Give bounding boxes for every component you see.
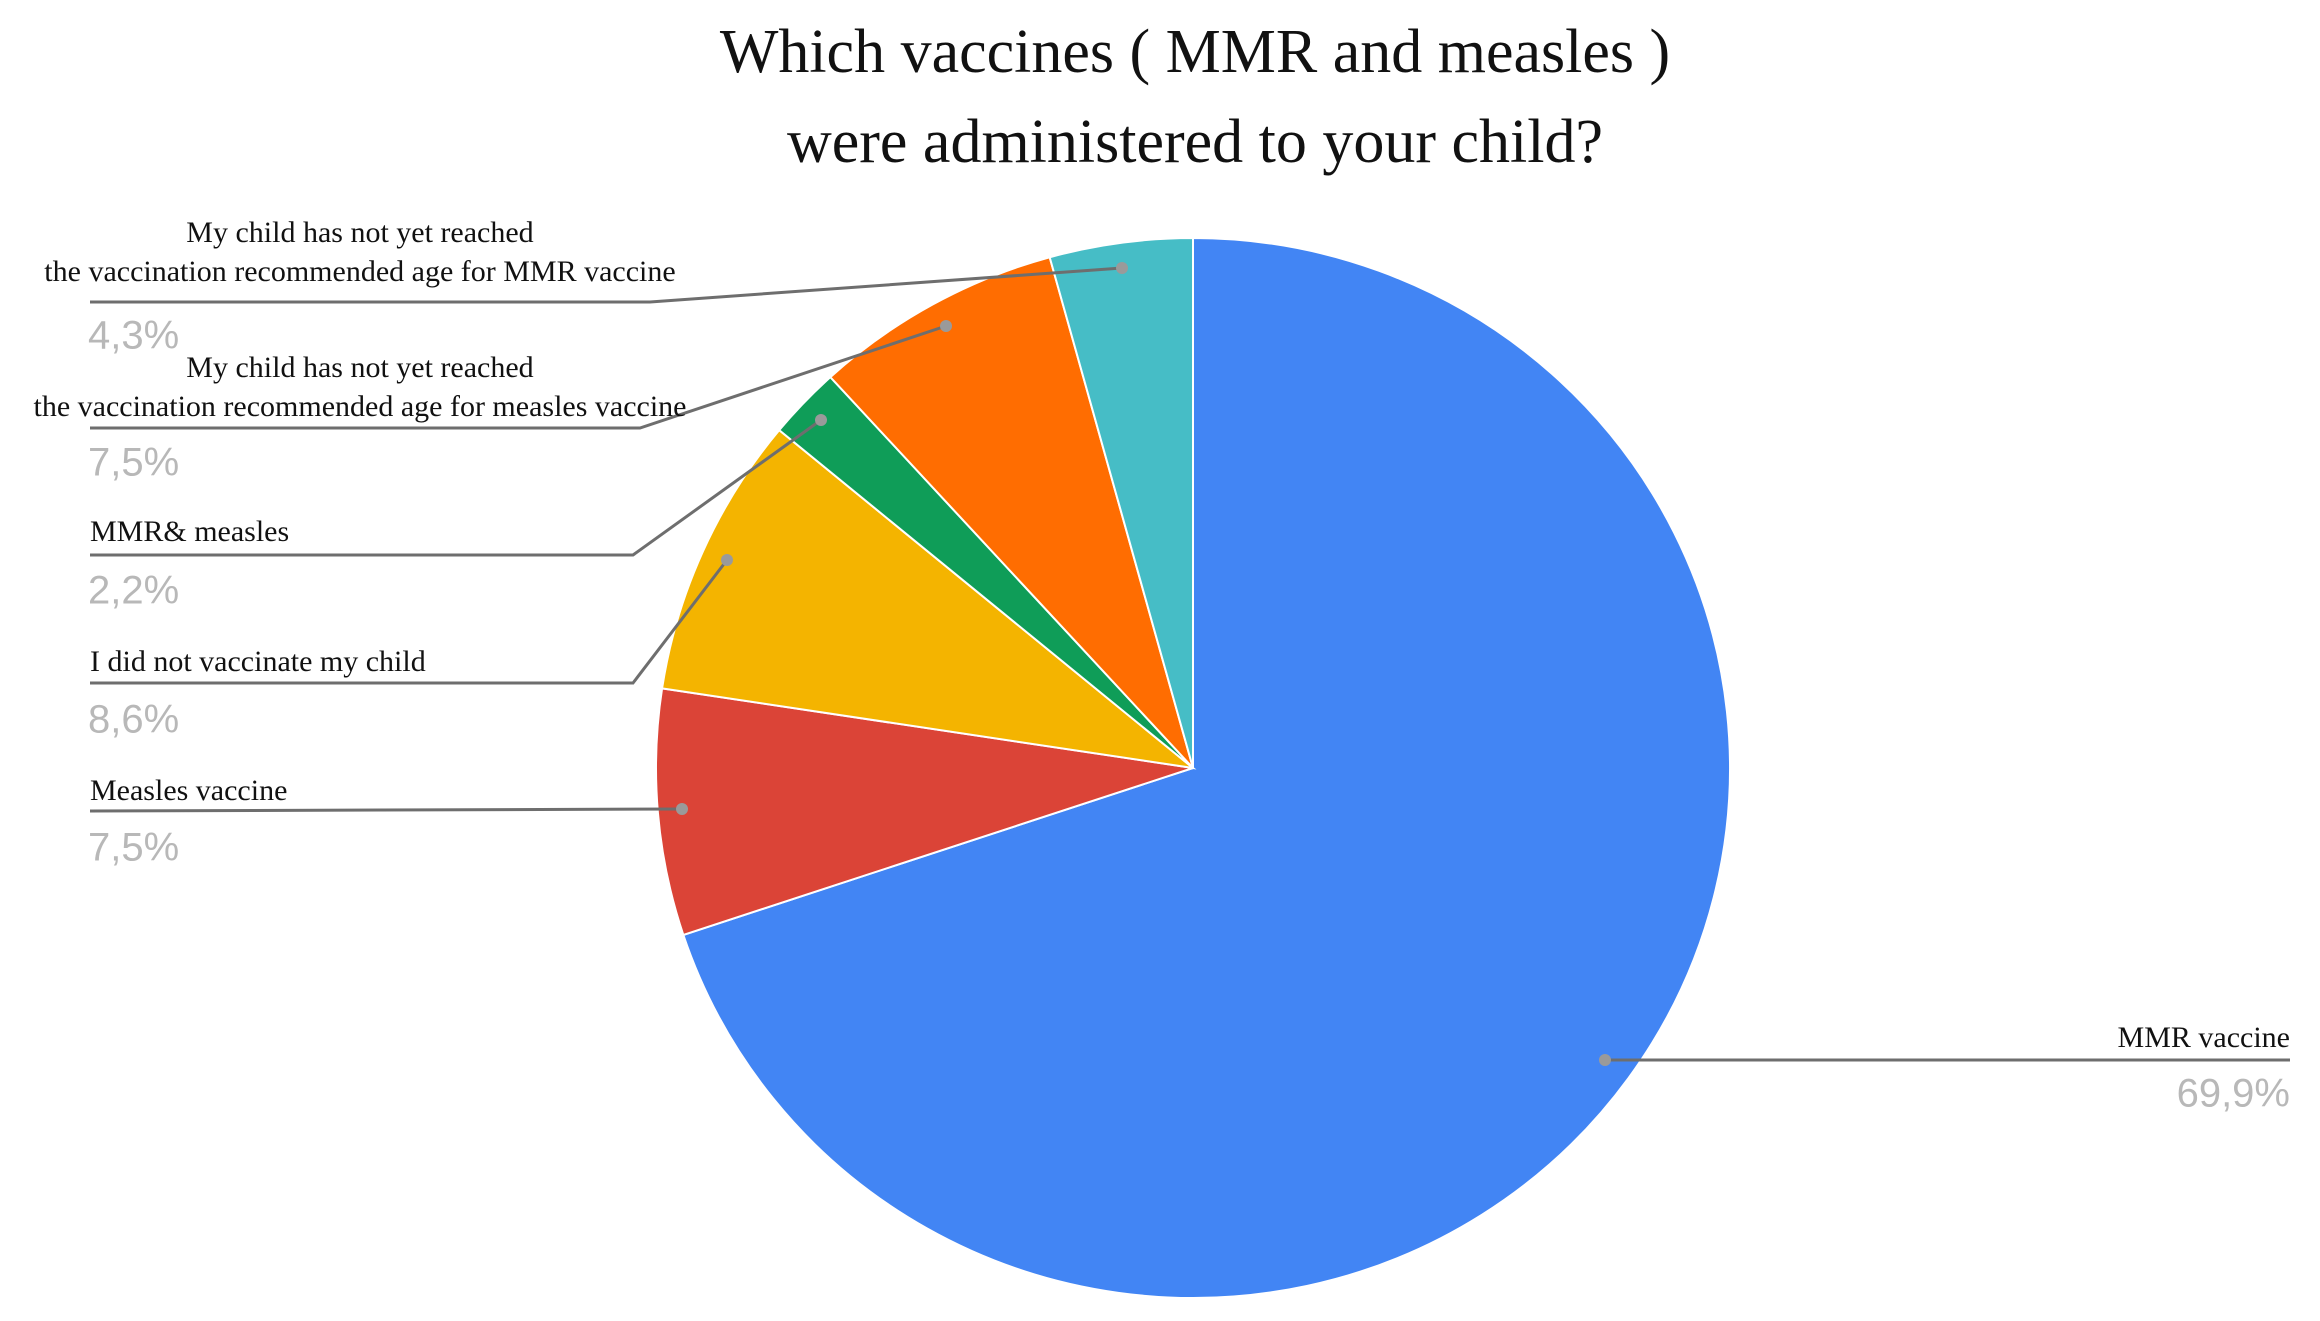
pie-slice-mmr	[682, 236, 1731, 1299]
slice-label-novacc-line-1: I did not vaccinate my child	[90, 645, 426, 678]
slice-value-measles: 7,5%	[88, 826, 179, 870]
slice-label-agemmr: My child has not yet reached the vaccinat…	[44, 216, 675, 358]
leader-dot-agemeasles	[940, 320, 952, 332]
leader-line-both	[90, 418, 822, 557]
leader-line-measles	[89, 807, 683, 813]
slice-label-novacc: I did not vaccinate my child 8,6%	[88, 645, 426, 742]
slice-value-both: 2,2%	[88, 569, 179, 613]
leader-dot-measles	[676, 803, 688, 815]
leader-lines	[89, 262, 2290, 1066]
slice-labels: MMR vaccine 69,9% Measles vaccine 7,5% I did…	[33, 216, 2290, 1116]
leader-dot-mmr	[1599, 1054, 1611, 1066]
slice-label-agemeasles-line-2: the vaccination recommended age for meas…	[33, 390, 686, 423]
leader-line-novacc	[90, 559, 729, 685]
chart-title-line-1: Which vaccines ( MMR and measles )	[720, 18, 1670, 86]
slice-label-both-line-1: MMR& measles	[90, 515, 289, 548]
slice-label-agemeasles: My child has not yet reached the vaccinat…	[33, 351, 686, 485]
chart-title: Which vaccines ( MMR and measles ) were a…	[720, 18, 1670, 176]
slice-label-measles-line-1: Measles vaccine	[90, 774, 287, 807]
slice-value-agemmr: 4,3%	[88, 314, 179, 358]
slice-label-both: MMR& measles 2,2%	[88, 515, 289, 613]
slice-label-agemmr-line-2: the vaccination recommended age for MMR …	[44, 255, 675, 288]
pie-slice-agemmr	[1048, 236, 1194, 769]
leader-dot-novacc	[721, 554, 733, 566]
leader-dot-both	[815, 414, 827, 426]
leader-line-agemmr	[90, 266, 1123, 304]
pie-slices	[655, 236, 1731, 1299]
slice-label-measles: Measles vaccine 7,5%	[88, 774, 287, 870]
chart-title-line-2: were administered to your child?	[787, 108, 1603, 176]
slice-label-mmr: MMR vaccine 69,9%	[2118, 1021, 2290, 1116]
slice-value-agemeasles: 7,5%	[88, 441, 179, 485]
slice-value-novacc: 8,6%	[88, 698, 179, 742]
slice-label-agemmr-line-1: My child has not yet reached	[186, 216, 533, 249]
slice-label-mmr-line-1: MMR vaccine	[2118, 1021, 2290, 1054]
slice-value-mmr: 69,9%	[2177, 1072, 2290, 1116]
leader-line-agemeasles	[90, 324, 947, 430]
leader-dot-agemmr	[1116, 262, 1128, 274]
slice-label-agemeasles-line-1: My child has not yet reached	[186, 351, 533, 384]
pie-slice-agemeasles	[828, 255, 1194, 769]
pie-slice-novacc	[660, 428, 1197, 770]
pie-slice-measles	[655, 687, 1194, 937]
